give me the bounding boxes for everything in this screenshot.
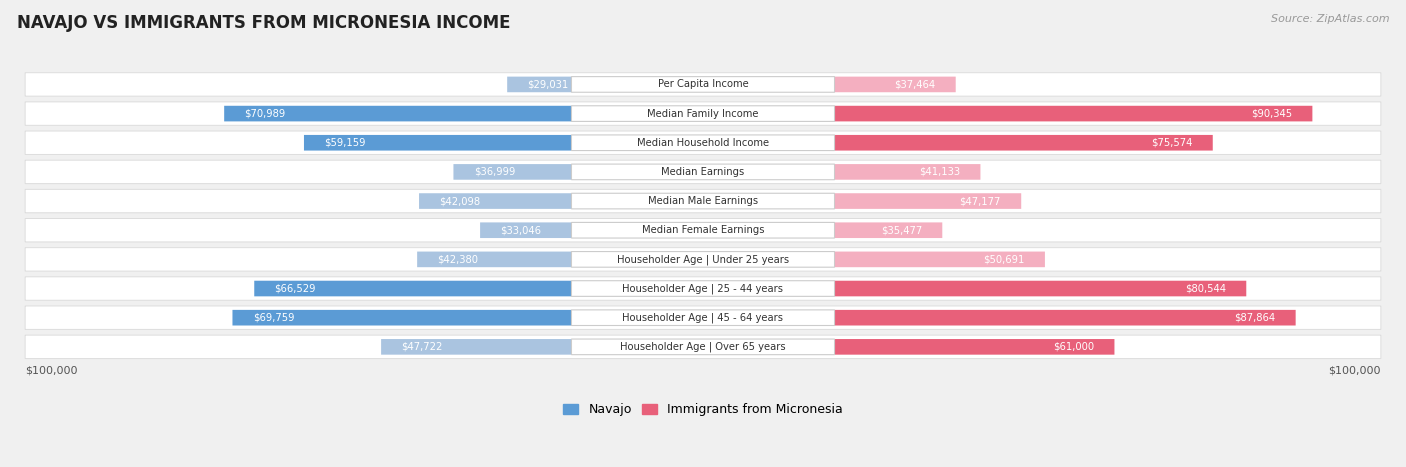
Text: $90,345: $90,345	[1251, 109, 1292, 119]
FancyBboxPatch shape	[508, 77, 571, 92]
FancyBboxPatch shape	[835, 281, 1246, 297]
FancyBboxPatch shape	[571, 135, 835, 150]
Text: $87,864: $87,864	[1234, 313, 1275, 323]
Text: $29,031: $29,031	[527, 79, 568, 90]
Text: $42,380: $42,380	[437, 255, 478, 264]
Text: $70,989: $70,989	[245, 109, 285, 119]
FancyBboxPatch shape	[25, 160, 1381, 184]
FancyBboxPatch shape	[454, 164, 571, 180]
Text: $33,046: $33,046	[501, 225, 541, 235]
Text: $100,000: $100,000	[1329, 365, 1381, 375]
Text: $61,000: $61,000	[1053, 342, 1094, 352]
FancyBboxPatch shape	[835, 193, 1021, 209]
Text: $36,999: $36,999	[474, 167, 515, 177]
Text: $35,477: $35,477	[880, 225, 922, 235]
Text: $100,000: $100,000	[25, 365, 77, 375]
FancyBboxPatch shape	[835, 339, 1115, 354]
Text: $50,691: $50,691	[983, 255, 1025, 264]
Text: Householder Age | Over 65 years: Householder Age | Over 65 years	[620, 341, 786, 352]
FancyBboxPatch shape	[835, 252, 1045, 267]
Text: $69,759: $69,759	[253, 313, 294, 323]
FancyBboxPatch shape	[232, 310, 571, 325]
FancyBboxPatch shape	[571, 193, 835, 209]
FancyBboxPatch shape	[304, 135, 571, 150]
FancyBboxPatch shape	[835, 135, 1213, 150]
FancyBboxPatch shape	[835, 77, 956, 92]
FancyBboxPatch shape	[571, 339, 835, 354]
FancyBboxPatch shape	[835, 106, 1312, 121]
Text: Householder Age | 45 - 64 years: Householder Age | 45 - 64 years	[623, 312, 783, 323]
FancyBboxPatch shape	[25, 277, 1381, 300]
Text: Householder Age | Under 25 years: Householder Age | Under 25 years	[617, 254, 789, 265]
FancyBboxPatch shape	[571, 222, 835, 238]
FancyBboxPatch shape	[419, 193, 571, 209]
FancyBboxPatch shape	[25, 131, 1381, 155]
FancyBboxPatch shape	[25, 306, 1381, 329]
Text: $47,722: $47,722	[401, 342, 443, 352]
FancyBboxPatch shape	[571, 281, 835, 297]
Text: $37,464: $37,464	[894, 79, 935, 90]
Text: $66,529: $66,529	[274, 283, 316, 294]
Text: $59,159: $59,159	[325, 138, 366, 148]
FancyBboxPatch shape	[25, 219, 1381, 242]
Text: $41,133: $41,133	[920, 167, 960, 177]
FancyBboxPatch shape	[571, 164, 835, 180]
Text: $75,574: $75,574	[1152, 138, 1192, 148]
FancyBboxPatch shape	[381, 339, 571, 354]
FancyBboxPatch shape	[25, 248, 1381, 271]
FancyBboxPatch shape	[571, 252, 835, 267]
FancyBboxPatch shape	[479, 222, 571, 238]
FancyBboxPatch shape	[224, 106, 571, 121]
Text: Source: ZipAtlas.com: Source: ZipAtlas.com	[1271, 14, 1389, 24]
Text: NAVAJO VS IMMIGRANTS FROM MICRONESIA INCOME: NAVAJO VS IMMIGRANTS FROM MICRONESIA INC…	[17, 14, 510, 32]
FancyBboxPatch shape	[25, 335, 1381, 359]
FancyBboxPatch shape	[835, 222, 942, 238]
Text: Median Male Earnings: Median Male Earnings	[648, 196, 758, 206]
Text: $47,177: $47,177	[960, 196, 1001, 206]
FancyBboxPatch shape	[254, 281, 571, 297]
FancyBboxPatch shape	[835, 164, 980, 180]
FancyBboxPatch shape	[571, 310, 835, 325]
FancyBboxPatch shape	[418, 252, 571, 267]
FancyBboxPatch shape	[25, 73, 1381, 96]
Text: Median Female Earnings: Median Female Earnings	[641, 225, 765, 235]
FancyBboxPatch shape	[571, 77, 835, 92]
Text: $42,098: $42,098	[439, 196, 481, 206]
Text: Median Household Income: Median Household Income	[637, 138, 769, 148]
FancyBboxPatch shape	[25, 102, 1381, 125]
Legend: Navajo, Immigrants from Micronesia: Navajo, Immigrants from Micronesia	[558, 398, 848, 421]
FancyBboxPatch shape	[571, 106, 835, 121]
Text: Median Earnings: Median Earnings	[661, 167, 745, 177]
FancyBboxPatch shape	[835, 310, 1296, 325]
Text: Median Family Income: Median Family Income	[647, 109, 759, 119]
Text: $80,544: $80,544	[1185, 283, 1226, 294]
FancyBboxPatch shape	[25, 189, 1381, 213]
Text: Householder Age | 25 - 44 years: Householder Age | 25 - 44 years	[623, 283, 783, 294]
Text: Per Capita Income: Per Capita Income	[658, 79, 748, 90]
